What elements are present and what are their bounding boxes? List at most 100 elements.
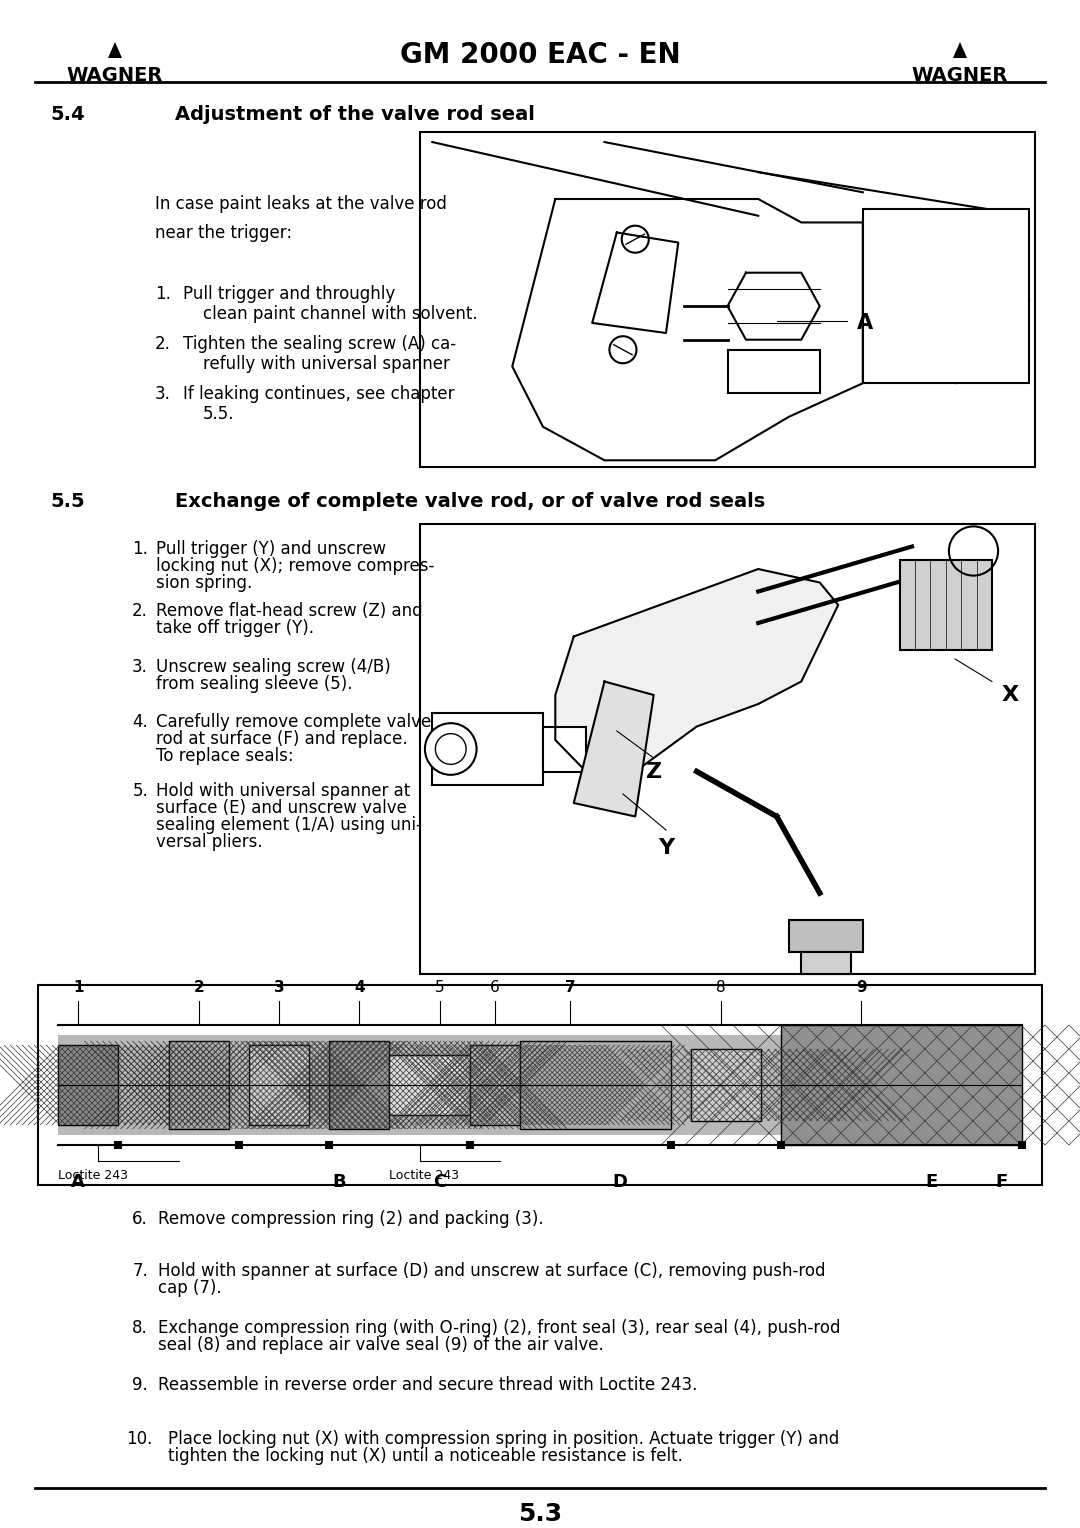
Text: D: D bbox=[612, 1174, 627, 1190]
Text: 3.: 3. bbox=[132, 659, 148, 675]
Text: 3.: 3. bbox=[156, 385, 171, 403]
Bar bbox=[38, 986, 1042, 1186]
Text: E: E bbox=[926, 1174, 937, 1190]
Text: from sealing sleeve (5).: from sealing sleeve (5). bbox=[156, 675, 352, 694]
Text: 5: 5 bbox=[435, 979, 444, 995]
Bar bbox=[168, 1041, 229, 1129]
Text: Z: Z bbox=[646, 761, 662, 781]
Bar bbox=[666, 1141, 675, 1149]
Text: 1: 1 bbox=[73, 979, 83, 995]
Text: 7.: 7. bbox=[132, 1262, 148, 1280]
Bar bbox=[248, 1045, 309, 1125]
Text: 10.: 10. bbox=[125, 1430, 152, 1449]
Text: sealing element (1/A) using uni-: sealing element (1/A) using uni- bbox=[156, 816, 422, 834]
Bar bbox=[728, 350, 820, 393]
Text: 4.: 4. bbox=[132, 714, 148, 730]
Bar bbox=[519, 1041, 671, 1129]
Text: F: F bbox=[996, 1174, 1008, 1190]
Bar bbox=[1018, 1141, 1026, 1149]
Bar bbox=[781, 1025, 1022, 1144]
Text: rod at surface (F) and replace.: rod at surface (F) and replace. bbox=[156, 730, 407, 749]
Text: 9.: 9. bbox=[132, 1377, 148, 1394]
Text: Pull trigger (Y) and unscrew: Pull trigger (Y) and unscrew bbox=[156, 539, 387, 558]
Text: 5.3: 5.3 bbox=[518, 1502, 562, 1526]
Text: 1.: 1. bbox=[132, 539, 148, 558]
Text: 6.: 6. bbox=[132, 1210, 148, 1229]
Text: In case paint leaks at the valve rod
near the trigger:: In case paint leaks at the valve rod nea… bbox=[156, 196, 447, 243]
Circle shape bbox=[424, 723, 476, 775]
Text: X: X bbox=[1002, 685, 1018, 704]
Text: take off trigger (Y).: take off trigger (Y). bbox=[156, 619, 314, 637]
Text: cap (7).: cap (7). bbox=[158, 1279, 221, 1297]
Text: Reassemble in reverse order and secure thread with Loctite 243.: Reassemble in reverse order and secure t… bbox=[158, 1377, 698, 1394]
Bar bbox=[900, 559, 991, 649]
Text: 5.4: 5.4 bbox=[50, 105, 84, 124]
Text: B: B bbox=[333, 1174, 346, 1190]
Bar bbox=[390, 1054, 470, 1115]
Bar bbox=[325, 1141, 333, 1149]
Polygon shape bbox=[108, 41, 122, 58]
Text: Hold with universal spanner at: Hold with universal spanner at bbox=[156, 782, 410, 801]
Text: tighten the locking nut (X) until a noticeable resistance is felt.: tighten the locking nut (X) until a noti… bbox=[168, 1447, 683, 1465]
Text: C: C bbox=[433, 1174, 446, 1190]
Text: WAGNER: WAGNER bbox=[67, 66, 163, 86]
Text: 2.: 2. bbox=[132, 602, 148, 620]
Text: 2.: 2. bbox=[156, 335, 171, 353]
Text: Unscrew sealing screw (4/B): Unscrew sealing screw (4/B) bbox=[156, 659, 391, 675]
Bar bbox=[114, 1141, 122, 1149]
Text: Hold with spanner at surface (D) and unscrew at surface (C), removing push-rod: Hold with spanner at surface (D) and uns… bbox=[158, 1262, 825, 1280]
Text: Adjustment of the valve rod seal: Adjustment of the valve rod seal bbox=[175, 105, 535, 124]
Text: locking nut (X); remove compres-: locking nut (X); remove compres- bbox=[156, 558, 434, 575]
Text: sion spring.: sion spring. bbox=[156, 575, 253, 591]
Text: surface (E) and unscrew valve: surface (E) and unscrew valve bbox=[156, 799, 407, 817]
Text: versal pliers.: versal pliers. bbox=[156, 833, 262, 851]
Text: 5.: 5. bbox=[132, 782, 148, 801]
Bar bbox=[863, 209, 1029, 384]
Text: GM 2000 EAC - EN: GM 2000 EAC - EN bbox=[400, 41, 680, 69]
Text: Y: Y bbox=[658, 837, 674, 859]
Text: WAGNER: WAGNER bbox=[912, 66, 1009, 86]
Bar bbox=[470, 1045, 519, 1125]
Text: A: A bbox=[71, 1174, 85, 1190]
Text: 5.5.: 5.5. bbox=[203, 405, 234, 423]
Text: 6: 6 bbox=[490, 979, 500, 995]
Text: refully with universal spanner: refully with universal spanner bbox=[203, 354, 450, 373]
Text: Loctite 243: Loctite 243 bbox=[58, 1169, 129, 1183]
Bar bbox=[801, 952, 851, 973]
Text: 8.: 8. bbox=[132, 1319, 148, 1337]
Text: To replace seals:: To replace seals: bbox=[156, 747, 294, 766]
Text: Exchange compression ring (with O-ring) (2), front seal (3), rear seal (4), push: Exchange compression ring (with O-ring) … bbox=[158, 1319, 840, 1337]
Text: Remove compression ring (2) and packing (3).: Remove compression ring (2) and packing … bbox=[158, 1210, 543, 1229]
Bar bbox=[543, 726, 586, 772]
Text: 9: 9 bbox=[856, 979, 866, 995]
Text: clean paint channel with solvent.: clean paint channel with solvent. bbox=[203, 306, 477, 322]
Bar bbox=[465, 1141, 474, 1149]
Text: 8: 8 bbox=[716, 979, 726, 995]
Text: Exchange of complete valve rod, or of valve rod seals: Exchange of complete valve rod, or of va… bbox=[175, 492, 766, 510]
Text: 7: 7 bbox=[565, 979, 576, 995]
Text: Remove flat-head screw (Z) and: Remove flat-head screw (Z) and bbox=[156, 602, 422, 620]
Text: Loctite 243: Loctite 243 bbox=[390, 1169, 459, 1183]
Polygon shape bbox=[573, 681, 653, 816]
Bar bbox=[234, 1141, 243, 1149]
Text: Tighten the sealing screw (A) ca-: Tighten the sealing screw (A) ca- bbox=[183, 335, 456, 353]
Text: If leaking continues, see chapter: If leaking continues, see chapter bbox=[183, 385, 455, 403]
Text: A: A bbox=[856, 313, 873, 333]
Bar bbox=[777, 1141, 785, 1149]
Text: 3: 3 bbox=[273, 979, 284, 995]
Text: seal (8) and replace air valve seal (9) of the air valve.: seal (8) and replace air valve seal (9) … bbox=[158, 1335, 604, 1354]
Text: Carefully remove complete valve: Carefully remove complete valve bbox=[156, 714, 431, 730]
Bar bbox=[329, 1041, 390, 1129]
Text: Pull trigger and throughly: Pull trigger and throughly bbox=[183, 286, 395, 303]
Bar bbox=[690, 1050, 761, 1122]
Bar bbox=[58, 1045, 119, 1125]
Text: 5.5: 5.5 bbox=[50, 492, 84, 510]
Bar bbox=[58, 1034, 1022, 1135]
Text: 2: 2 bbox=[193, 979, 204, 995]
Polygon shape bbox=[953, 41, 967, 58]
Bar bbox=[420, 524, 1035, 973]
Text: 1.: 1. bbox=[156, 286, 171, 303]
Bar bbox=[432, 714, 543, 785]
Polygon shape bbox=[555, 568, 838, 772]
Bar bbox=[420, 131, 1035, 468]
